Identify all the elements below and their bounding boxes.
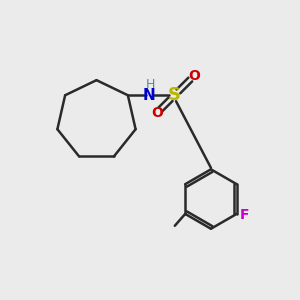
Text: O: O <box>188 69 200 83</box>
Text: H: H <box>146 78 155 92</box>
Text: N: N <box>143 88 156 103</box>
Text: S: S <box>168 86 181 104</box>
Text: F: F <box>240 208 250 222</box>
Text: O: O <box>151 106 163 120</box>
